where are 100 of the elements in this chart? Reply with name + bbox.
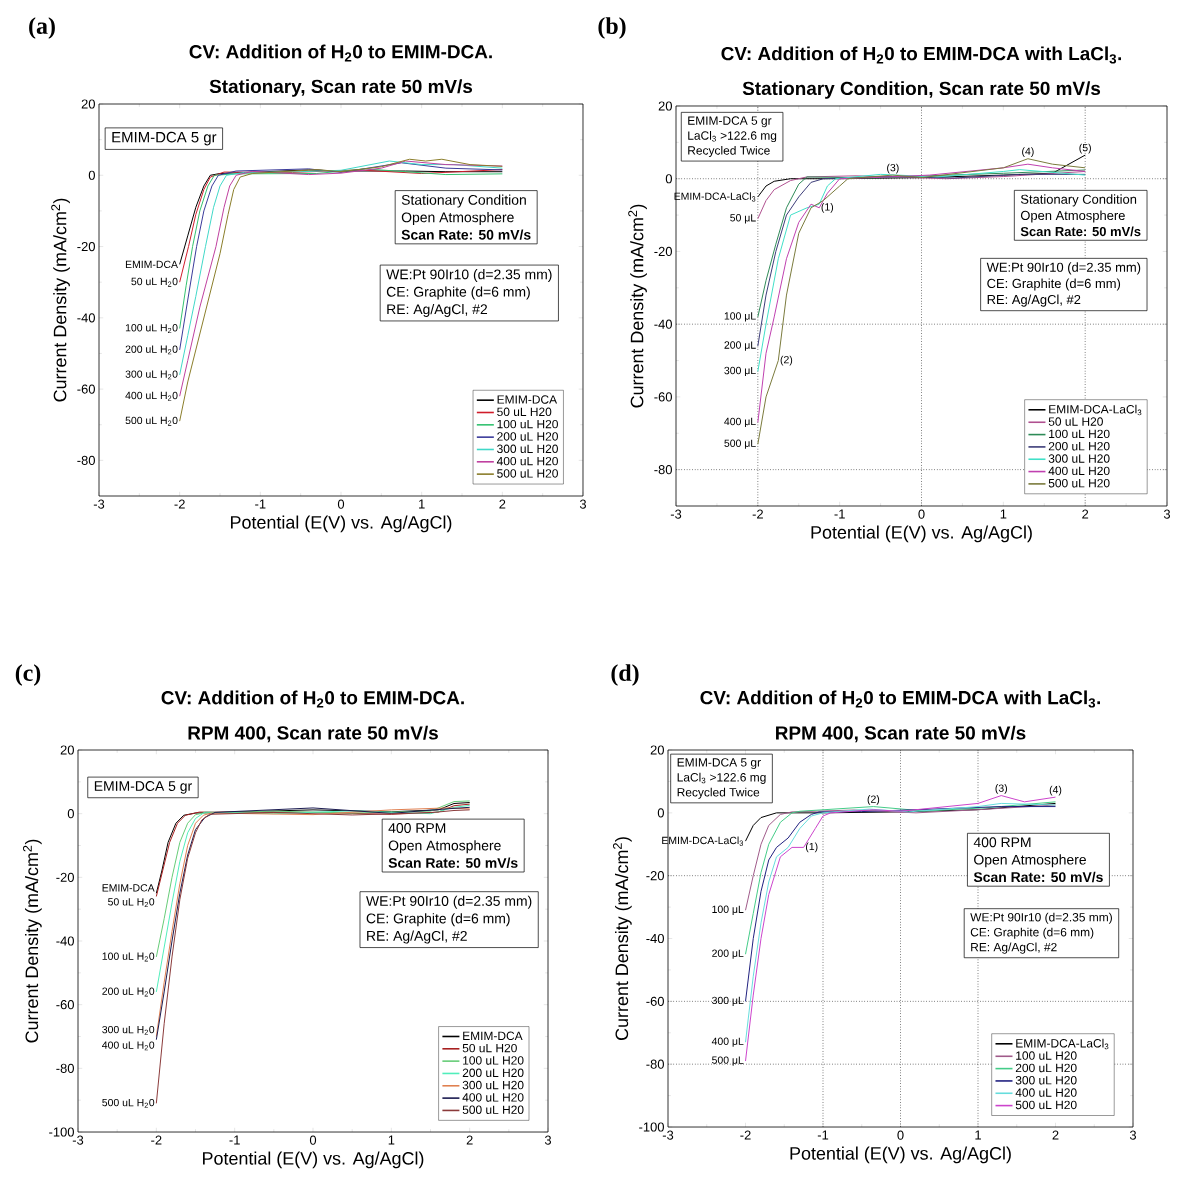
annotation: 100 uL H$_{2}$0 [102, 952, 155, 962]
annotation: 500 uL H$_{2}$0 [102, 1098, 155, 1108]
annotation: Scan Rate: 50 mV/s [401, 229, 531, 240]
legend-label: 200 uL H20 [497, 432, 558, 441]
annotation: CE: Graphite (d=6 mm) [987, 278, 1121, 291]
annotation: Scan Rate: 50 mV/s [388, 857, 518, 869]
y-tick-label: -20 [654, 246, 672, 257]
annotation: EMIM-DCA 5 gr [112, 131, 217, 146]
chart-title: CV: Addition of H$_{2}$0 to EMIM-DCA. [161, 690, 464, 708]
annotation: CE: Graphite (d=6 mm) [970, 927, 1094, 939]
legend-label: 500 uL H20 [497, 469, 558, 478]
x-tick-label: 1 [388, 1135, 395, 1145]
annotation: RE: Ag/AgCl, #2 [987, 294, 1081, 307]
annotation: 500 μL [724, 439, 756, 449]
y-tick-label: 20 [650, 745, 664, 755]
annotation: EMIM-DCA [125, 260, 178, 269]
annotation: 400 RPM [973, 837, 1031, 848]
annotation: 300 μL [724, 366, 756, 377]
x-tick-label: -2 [174, 499, 185, 509]
chart-subtitle: Stationary Condition, Scan rate 50 mV/s [742, 81, 1101, 99]
legend-label: 200 uL H20 [462, 1068, 524, 1077]
x-tick-label: 2 [466, 1135, 473, 1145]
x-tick-label: -3 [662, 1130, 674, 1140]
y-tick-label: -40 [77, 313, 95, 323]
y-tick-label: 20 [658, 101, 672, 111]
annotation: LaCl$_{3}$ >122.6 mg [688, 130, 777, 143]
legend-label: 50 uL H20 [497, 407, 552, 417]
legend-label: 400 uL H20 [496, 456, 558, 466]
annotation: 200 μL [712, 949, 744, 959]
y-tick-label: -40 [654, 319, 672, 329]
y-axis-title: Current Density (mA/cm$^{2}$) [51, 198, 70, 402]
annotation: Stationary Condition [401, 194, 526, 208]
legend-label: EMIM-DCA-LaCl$_{3}$ [1049, 404, 1142, 416]
x-tick-label: 1 [1000, 509, 1007, 519]
annotation: LaCl$_{3}$ >122.6 mg [677, 772, 766, 784]
annotation: WE:Pt 90Ir10 (d=2.35 mm) [970, 912, 1112, 924]
legend-label: 300 uL H20 [1015, 1076, 1077, 1085]
x-tick-label: 1 [419, 499, 425, 509]
legend-label: 300 uL H20 [462, 1080, 524, 1090]
annotation: Recycled Twice [688, 145, 770, 158]
y-tick-label: -80 [56, 1063, 74, 1073]
annotation: 500 μL [712, 1056, 744, 1066]
annotation: 400 μL [724, 417, 756, 428]
annotation: 400 RPM [388, 823, 446, 833]
x-tick-label: 2 [499, 499, 506, 509]
annotation: Scan Rate: 50 mV/s [1020, 226, 1141, 237]
y-tick-label: -20 [646, 871, 664, 881]
text: (a) [29, 17, 55, 39]
legend-label: 100 uL H20 [463, 1056, 524, 1065]
x-tick-label: 2 [1082, 509, 1089, 519]
annotation: EMIM-DCA [102, 884, 155, 892]
annotation: (5) [1079, 143, 1091, 154]
annotation: Recycled Twice [677, 787, 760, 799]
annotation: EMIM-DCA 5 gr [677, 758, 761, 769]
legend-label: 200 uL H20 [1015, 1063, 1077, 1073]
annotation: (2) [867, 795, 880, 805]
annotation: 50 μL [730, 214, 756, 224]
annotation: 400 uL H$_{2}$0 [125, 391, 178, 401]
annotation: EMIM-DCA 5 gr [688, 116, 772, 128]
x-axis-title: Potential (E(V) vs. Ag/AgCl) [231, 515, 452, 533]
y-tick-label: 0 [67, 809, 74, 819]
annotation: 400 μL [711, 1037, 744, 1047]
y-tick-label: -60 [56, 1000, 74, 1010]
x-tick-label: -3 [93, 499, 105, 509]
text: (c) [15, 664, 41, 686]
x-tick-label: 2 [1052, 1130, 1059, 1140]
x-tick-label: 3 [544, 1135, 552, 1145]
x-axis-title: Potential (E(V) vs. Ag/AgCl) [790, 1146, 1011, 1164]
y-tick-label: -80 [646, 1059, 664, 1069]
annotation: EMIM-DCA 5 gr [94, 781, 192, 794]
text: (b) [598, 17, 626, 39]
annotation: WE:Pt 90Ir10 (d=2.35 mm) [366, 895, 532, 909]
x-tick-label: -1 [834, 509, 845, 519]
legend-label: 400 uL H20 [1048, 466, 1110, 476]
x-tick-label: 0 [918, 509, 925, 519]
legend-label: EMIM-DCA [463, 1031, 523, 1041]
y-tick-label: -60 [654, 392, 672, 402]
legend-label: 100 uL H20 [1016, 1051, 1077, 1060]
annotation: (3) [995, 784, 1007, 794]
legend-label: 100 uL H20 [1049, 429, 1110, 439]
legend-label: 50 uL H20 [1048, 417, 1103, 426]
legend-label: EMIM-DCA [497, 395, 558, 404]
y-tick-label: -80 [77, 455, 95, 465]
x-axis-title: Potential (E(V) vs. Ag/AgCl) [811, 525, 1032, 543]
x-tick-label: 0 [337, 499, 345, 509]
y-tick-label: -20 [77, 241, 95, 252]
chart-title: CV: Addition of H$_{2}$0 to EMIM-DCA with LaCl$_{3}$. [721, 46, 1122, 64]
legend-label: 200 uL H20 [1048, 442, 1110, 451]
legend-label: 300 uL H20 [497, 444, 558, 454]
x-tick-label: -2 [151, 1135, 162, 1145]
annotation: (2) [780, 355, 793, 366]
legend-label: 500 uL H20 [1048, 478, 1110, 488]
annotation: (4) [1049, 785, 1062, 796]
annotation: 200 uL H$_{2}$0 [125, 345, 178, 355]
annotation: WE:Pt 90Ir10 (d=2.35 mm) [986, 262, 1141, 275]
annotation: Open Atmosphere [1020, 210, 1125, 223]
y-tick-label: -40 [56, 936, 74, 946]
y-axis-title: Current Density (mA/cm$^{2}$) [612, 837, 632, 1040]
annotation: 200 μL [724, 341, 756, 351]
x-tick-label: 0 [897, 1130, 904, 1140]
